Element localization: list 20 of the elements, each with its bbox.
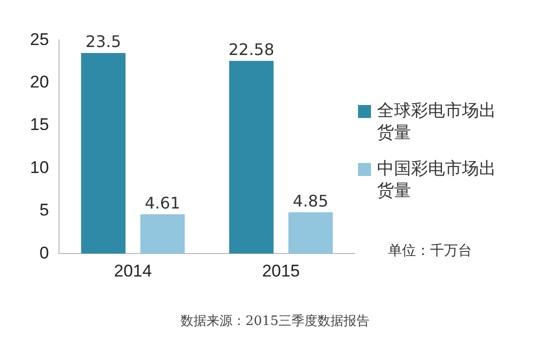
y-tick-label: 5 xyxy=(39,200,49,220)
legend-label: 全球彩电市场出货量 xyxy=(377,100,497,144)
y-tick-label: 10 xyxy=(30,158,49,177)
legend-label: 中国彩电市场出货量 xyxy=(377,158,497,202)
bar xyxy=(140,214,185,254)
bar xyxy=(229,60,274,254)
x-tick-label: 2014 xyxy=(114,261,152,280)
data-label: 4.61 xyxy=(144,193,180,212)
data-label: 4.85 xyxy=(292,191,328,210)
bar xyxy=(288,212,333,254)
text: 单位：千万台 xyxy=(388,242,472,260)
y-tick-label: 15 xyxy=(30,115,49,134)
data-label: 23.5 xyxy=(86,32,122,52)
bar xyxy=(81,53,126,254)
data-label: 22.58 xyxy=(228,40,274,60)
x-tick-label: 2015 xyxy=(262,261,300,280)
y-tick-label: 0 xyxy=(39,243,49,262)
source-note: 数据来源：2015三季度数据报告 xyxy=(179,313,371,330)
y-tick-label: 20 xyxy=(30,72,49,92)
y-tick-label: 25 xyxy=(30,30,49,49)
